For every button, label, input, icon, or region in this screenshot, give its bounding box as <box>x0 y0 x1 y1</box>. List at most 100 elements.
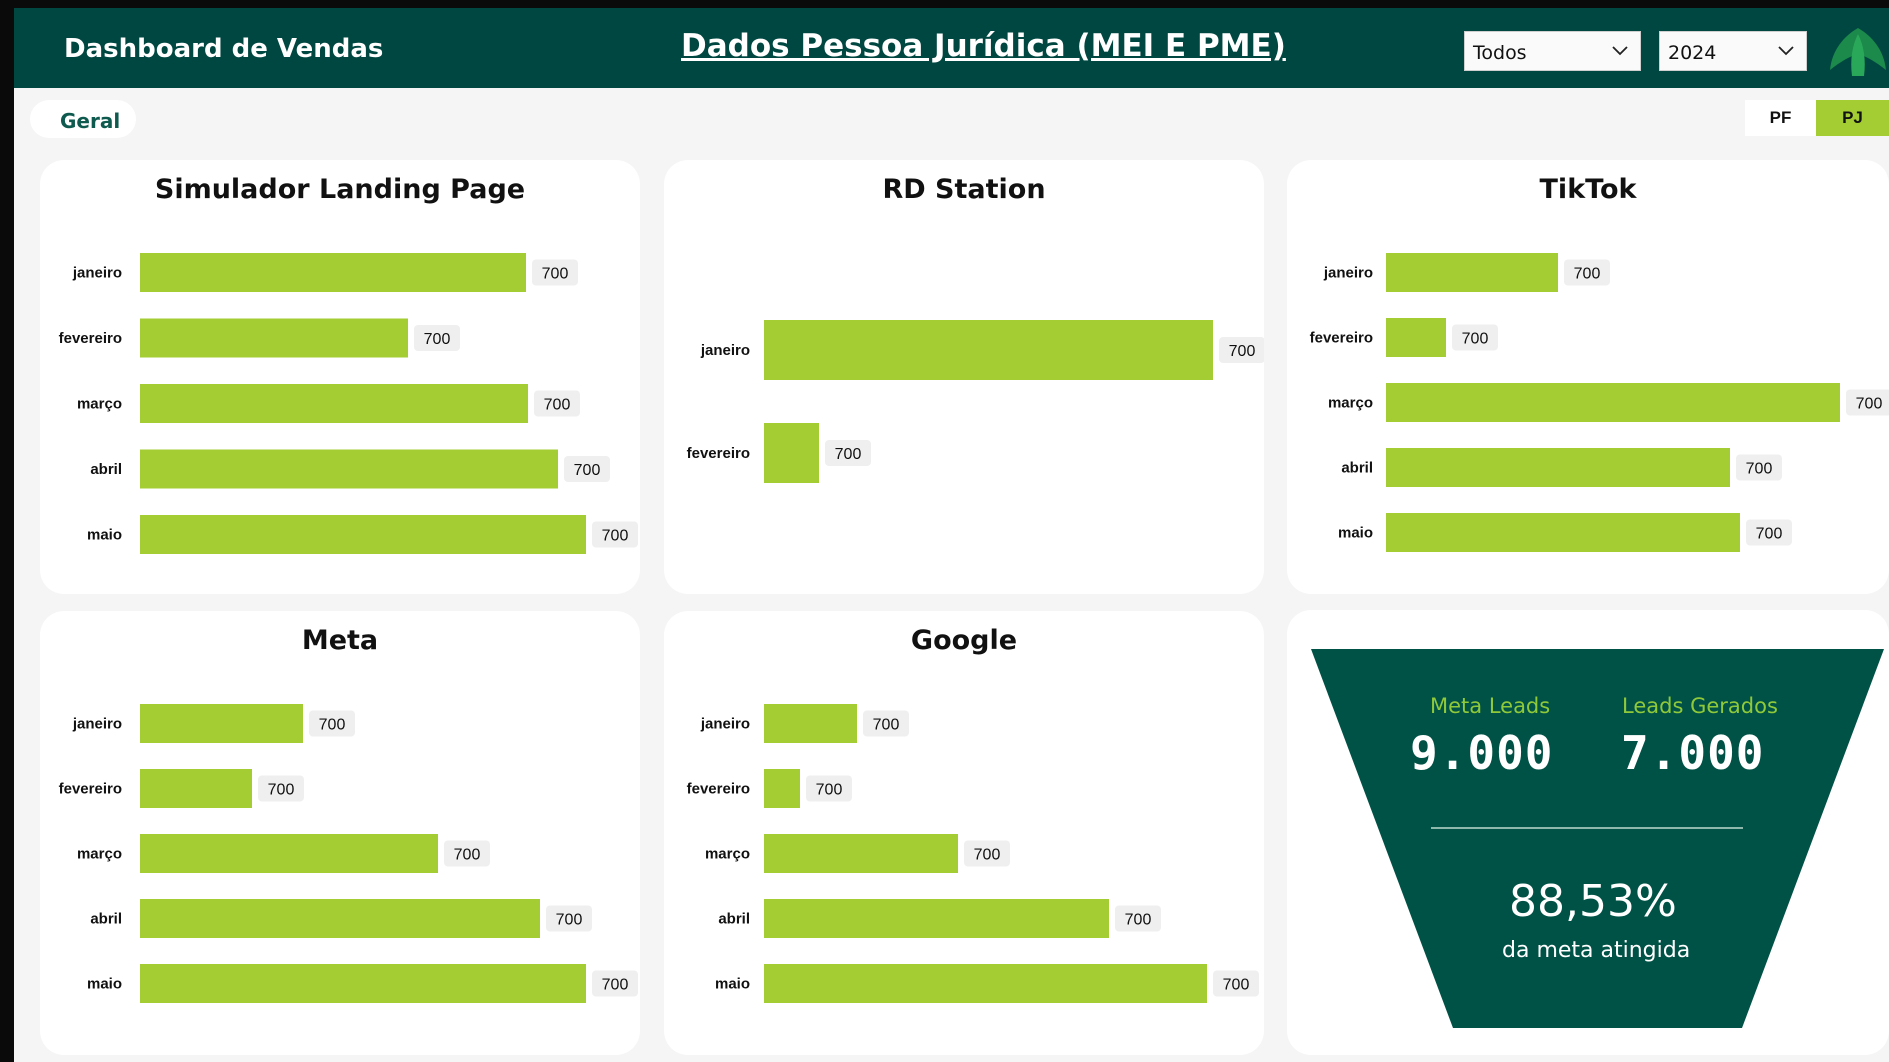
bar[interactable] <box>140 318 408 358</box>
data-label: 700 <box>556 912 583 929</box>
leads-gerados-label: Leads Gerados <box>1622 694 1778 718</box>
bar[interactable] <box>140 253 526 292</box>
data-label: 700 <box>602 528 629 545</box>
data-label-background <box>806 775 852 802</box>
data-label-background <box>534 390 580 417</box>
type-filter-dropdown[interactable]: Todos <box>1464 31 1641 71</box>
data-label-background <box>546 905 592 932</box>
chart-card-meta: Meta janeiro 700 fevereiro 700 março 700 abril… <box>40 611 640 1055</box>
data-label: 700 <box>974 847 1001 864</box>
data-label-background <box>592 521 638 548</box>
data-label: 700 <box>319 717 346 734</box>
bar-chart: janeiro 700 fevereiro 700 março 700 abril 700 ma… <box>59 704 638 1003</box>
bar-chart: janeiro 700 fevereiro 700 março 700 abril 700 ma… <box>687 704 1259 1003</box>
data-label-background <box>1213 970 1259 997</box>
bar[interactable] <box>764 320 1213 380</box>
year-filter-value: 2024 <box>1668 42 1717 64</box>
category-label: março <box>1328 395 1373 412</box>
chart-card-tiktok: TikTok janeiro 700 fevereiro 700 março 700 abr… <box>1287 160 1889 594</box>
data-label: 700 <box>574 462 601 479</box>
category-label: fevereiro <box>59 781 122 798</box>
app-title: Dashboard de Vendas <box>64 34 384 64</box>
bar[interactable] <box>764 423 819 483</box>
category-label: fevereiro <box>687 781 750 798</box>
data-label-background <box>1115 905 1161 932</box>
category-label: abril <box>718 911 750 928</box>
data-label: 700 <box>835 446 862 463</box>
bar[interactable] <box>1386 513 1740 552</box>
category-label: março <box>705 846 750 863</box>
data-label-background <box>825 440 871 466</box>
category-label: janeiro <box>700 716 750 733</box>
data-label: 700 <box>1125 912 1152 929</box>
toggle-pf-button[interactable]: PF <box>1745 100 1816 136</box>
bar[interactable] <box>140 834 438 873</box>
data-label-background <box>414 325 460 351</box>
leads-gerados-value: 7.000 <box>1621 726 1765 780</box>
category-label: janeiro <box>72 265 122 282</box>
chart-card-rd-station: RD Station janeiro 700 fevereiro 700 <box>664 160 1264 594</box>
data-label: 700 <box>1746 461 1773 478</box>
bar[interactable] <box>140 899 540 938</box>
data-label-background <box>1746 519 1792 546</box>
data-label-background <box>444 840 490 867</box>
data-label-background <box>564 456 610 482</box>
chart-card-simulador-landing-page: Simulador Landing Page janeiro 700 feverei… <box>40 160 640 594</box>
bar[interactable] <box>764 769 800 808</box>
kpi-caption: da meta atingida <box>1502 938 1691 963</box>
tab-geral[interactable]: Geral <box>30 100 136 138</box>
bar[interactable] <box>140 384 528 423</box>
bar[interactable] <box>140 449 558 489</box>
data-label: 700 <box>816 782 843 799</box>
bar[interactable] <box>764 704 857 743</box>
type-filter-value: Todos <box>1473 42 1527 64</box>
bar[interactable] <box>1386 253 1558 292</box>
chart-title: Google <box>910 625 1018 656</box>
data-label-background <box>258 775 304 802</box>
category-label: abril <box>90 911 122 928</box>
bar[interactable] <box>764 834 958 873</box>
bar[interactable] <box>764 899 1109 938</box>
tab-geral-label: Geral <box>60 109 121 133</box>
category-label: janeiro <box>72 716 122 733</box>
chevron-down-icon <box>1612 46 1628 56</box>
bar[interactable] <box>1386 448 1730 487</box>
leaf-logo-icon <box>1830 28 1886 76</box>
data-label: 700 <box>1462 331 1489 348</box>
data-label: 700 <box>1229 343 1256 360</box>
toggle-pj-button[interactable]: PJ <box>1816 100 1889 136</box>
page-title[interactable]: Dados Pessoa Jurídica (MEI E PME) <box>681 28 1286 64</box>
bar[interactable] <box>140 515 586 554</box>
bar[interactable] <box>140 704 303 743</box>
data-label: 700 <box>873 717 900 734</box>
category-label: janeiro <box>1323 265 1373 282</box>
data-label: 700 <box>454 847 481 864</box>
bar[interactable] <box>1386 383 1840 422</box>
data-label: 700 <box>544 397 571 414</box>
data-label-background <box>1564 259 1610 286</box>
data-label: 700 <box>268 782 295 799</box>
category-label: maio <box>87 976 122 993</box>
bar[interactable] <box>140 769 252 808</box>
data-label: 700 <box>602 977 629 994</box>
header-bar: Dashboard de Vendas Dados Pessoa Jurídic… <box>14 8 1889 88</box>
category-label: fevereiro <box>59 330 122 347</box>
data-label: 700 <box>1574 266 1601 283</box>
category-label: março <box>77 846 122 863</box>
bar[interactable] <box>764 964 1207 1003</box>
category-label: abril <box>1341 460 1373 477</box>
bar[interactable] <box>1386 318 1446 357</box>
kpi-card <box>1287 610 1889 1055</box>
data-label: 700 <box>1856 396 1883 413</box>
bar[interactable] <box>140 964 586 1003</box>
data-label-background <box>592 970 638 997</box>
year-filter-dropdown[interactable]: 2024 <box>1659 31 1807 71</box>
data-label-background <box>1846 389 1889 416</box>
bar-chart: janeiro 700 fevereiro 700 março 700 abril 700 ma… <box>1310 253 1889 552</box>
data-label-background <box>1736 454 1782 481</box>
chart-card-google: Google janeiro 700 fevereiro 700 março 700 abr… <box>664 611 1264 1055</box>
category-label: maio <box>1338 525 1373 542</box>
bar-chart: janeiro 700 fevereiro 700 <box>687 320 1264 483</box>
bar-chart: janeiro 700 fevereiro 700 março 700 abril 700 ma… <box>59 253 638 554</box>
dashboard-canvas: Dashboard de Vendas Dados Pessoa Jurídic… <box>14 8 1889 1062</box>
